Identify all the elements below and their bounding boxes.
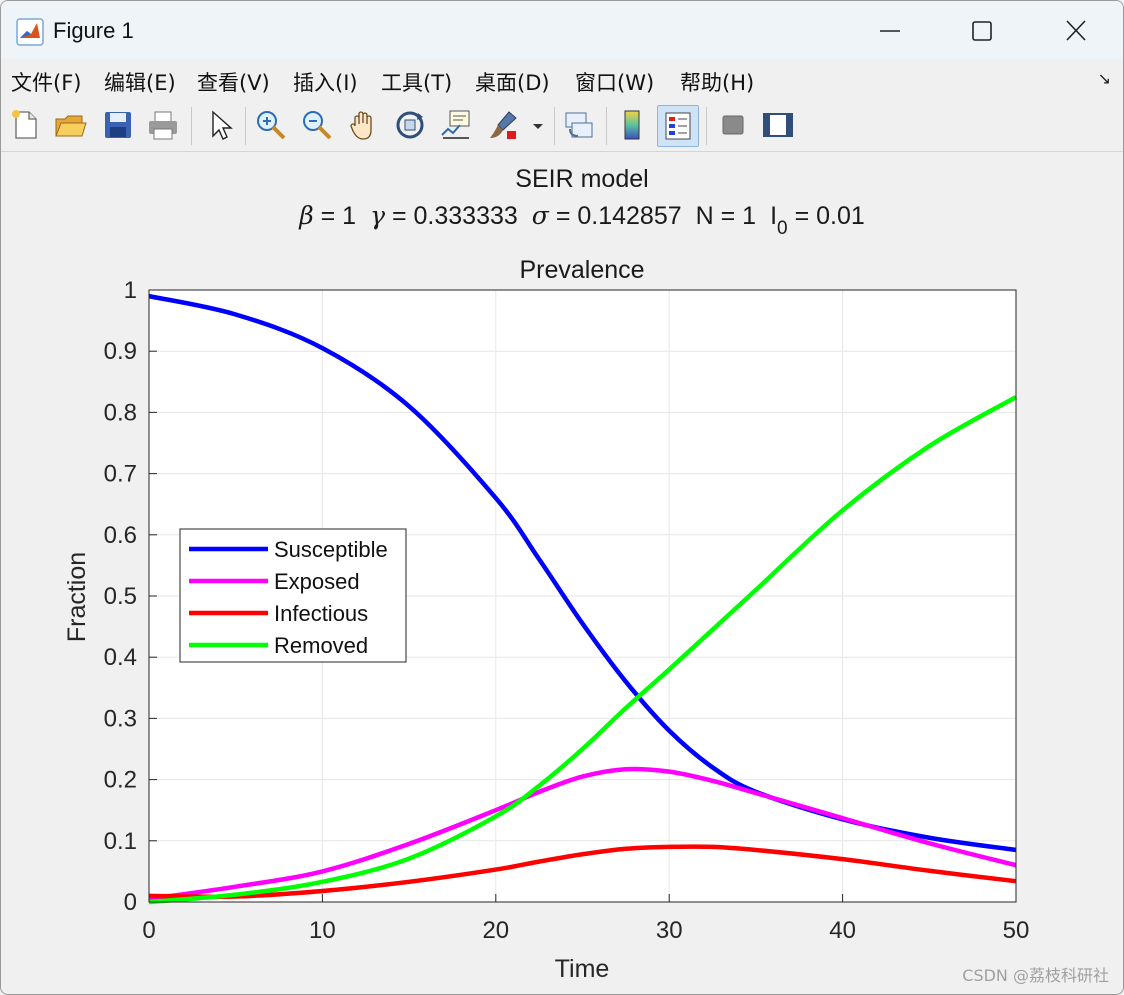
toolbar-separator <box>245 107 246 145</box>
link-plot-icon[interactable] <box>561 107 597 143</box>
title-bar: Figure 1 <box>1 1 1123 59</box>
arrow-icon[interactable]: ↘ <box>1097 71 1111 88</box>
legend-icon-glyph <box>665 112 691 140</box>
seir-chart[interactable]: SEIR model β = 1 γ = 0.333333 σ = 0.142857… <box>1 152 1123 994</box>
x-tick-label: 40 <box>829 917 856 944</box>
y-tick-label: 0.2 <box>104 767 137 794</box>
x-tick-label: 50 <box>1003 917 1030 944</box>
chart-title: Prevalence <box>519 256 644 284</box>
plot-area: 0 10 20 30 40 50 0 0.1 0.2 0.3 0.4 0.5 0.6 0.7 0.8 0.9 1… <box>104 277 1030 944</box>
y-tick-label: 0.3 <box>104 705 137 732</box>
sigma-value: = 0.142857 <box>549 202 682 230</box>
toolbar-separator <box>606 107 607 145</box>
x-tick-label: 30 <box>656 917 683 944</box>
legend-label: Removed <box>274 633 368 658</box>
print-icon[interactable] <box>145 107 181 143</box>
window-title: Figure 1 <box>53 18 134 43</box>
x-tick-label: 0 <box>142 917 155 944</box>
series-line-removed[interactable] <box>148 395 1018 905</box>
i0-value: = 0.01 <box>788 202 865 230</box>
gamma-symbol: γ <box>370 201 385 230</box>
zoom-out-icon[interactable] <box>299 107 335 143</box>
x-axis-label: Time <box>555 955 610 983</box>
rotate-3d-icon[interactable] <box>392 107 428 143</box>
legend-label: Infectious <box>274 601 368 626</box>
y-tick-label: 0.6 <box>104 522 137 549</box>
save-icon[interactable] <box>100 107 136 143</box>
menu-window[interactable]: 窗口(W) <box>575 71 655 95</box>
legend-icon[interactable] <box>657 105 699 147</box>
y-tick-label: 0.9 <box>104 338 137 365</box>
edit-plot-arrow-icon[interactable] <box>202 107 238 143</box>
close-icon[interactable] <box>1053 13 1099 49</box>
show-plot-tools-icon[interactable] <box>760 107 796 143</box>
series-line-exposed[interactable] <box>148 766 1017 902</box>
y-tick-label: 0.5 <box>104 583 137 610</box>
series-line-infectious[interactable] <box>148 844 1017 900</box>
matlab-icon <box>16 18 44 46</box>
beta-symbol: β <box>298 201 313 230</box>
legend[interactable]: Susceptible Exposed Infectious Removed <box>179 528 407 663</box>
brush-dropdown-icon[interactable] <box>527 107 549 143</box>
gamma-value: = 0.333333 <box>385 202 518 230</box>
suptitle-line1: SEIR model <box>515 165 648 193</box>
y-tick-label: 0.1 <box>104 828 137 855</box>
y-tick-label: 0.4 <box>104 644 137 671</box>
n-value: N = 1 <box>696 202 756 230</box>
menu-edit[interactable]: 编辑(E) <box>104 71 176 95</box>
data-cursor-icon[interactable] <box>438 107 474 143</box>
colorbar-icon[interactable] <box>614 107 650 143</box>
new-figure-icon[interactable] <box>7 107 43 143</box>
suptitle-line2: β = 1 γ = 0.333333 σ = 0.142857 N = 1 I0 = 0… <box>298 201 865 239</box>
hide-plot-tools-icon[interactable] <box>715 107 751 143</box>
legend-label: Exposed <box>274 569 360 594</box>
i-subscript: 0 <box>777 218 788 239</box>
open-file-icon[interactable] <box>52 107 88 143</box>
y-axis-label: Fraction <box>63 552 91 642</box>
menu-help[interactable]: 帮助(H) <box>680 71 755 95</box>
pan-hand-icon[interactable] <box>346 107 382 143</box>
toolbar-separator <box>554 107 555 145</box>
legend-label: Susceptible <box>274 537 388 562</box>
y-tick-label: 0.7 <box>104 461 137 488</box>
i-label: I <box>770 202 777 230</box>
y-tick-label: 0.8 <box>104 399 137 426</box>
toolbar-separator <box>706 107 707 145</box>
zoom-in-icon[interactable] <box>253 107 289 143</box>
brush-icon[interactable] <box>485 107 521 143</box>
sigma-symbol: σ <box>532 201 550 230</box>
menu-bar: 文件(F) 编辑(E) 查看(V) 插入(I) 工具(T) 桌面(D) 窗口(W… <box>1 59 1123 101</box>
maximize-icon[interactable] <box>959 13 1005 49</box>
minimize-icon[interactable] <box>867 13 913 49</box>
menu-view[interactable]: 查看(V) <box>197 71 270 95</box>
menu-file[interactable]: 文件(F) <box>11 71 82 95</box>
menu-insert[interactable]: 插入(I) <box>293 71 358 95</box>
beta-value: = 1 <box>314 202 356 230</box>
y-tick-label: 0 <box>124 889 137 916</box>
y-tick-label: 1 <box>124 277 137 304</box>
x-tick-label: 20 <box>482 917 509 944</box>
watermark: CSDN @荔枝科研社 <box>962 966 1109 985</box>
toolbar <box>1 101 1123 152</box>
menu-tools[interactable]: 工具(T) <box>381 71 453 95</box>
figure-area: SEIR model β = 1 γ = 0.333333 σ = 0.142857… <box>1 152 1123 994</box>
menu-desktop[interactable]: 桌面(D) <box>475 71 550 95</box>
toolbar-separator <box>191 107 192 145</box>
x-tick-label: 10 <box>309 917 336 944</box>
